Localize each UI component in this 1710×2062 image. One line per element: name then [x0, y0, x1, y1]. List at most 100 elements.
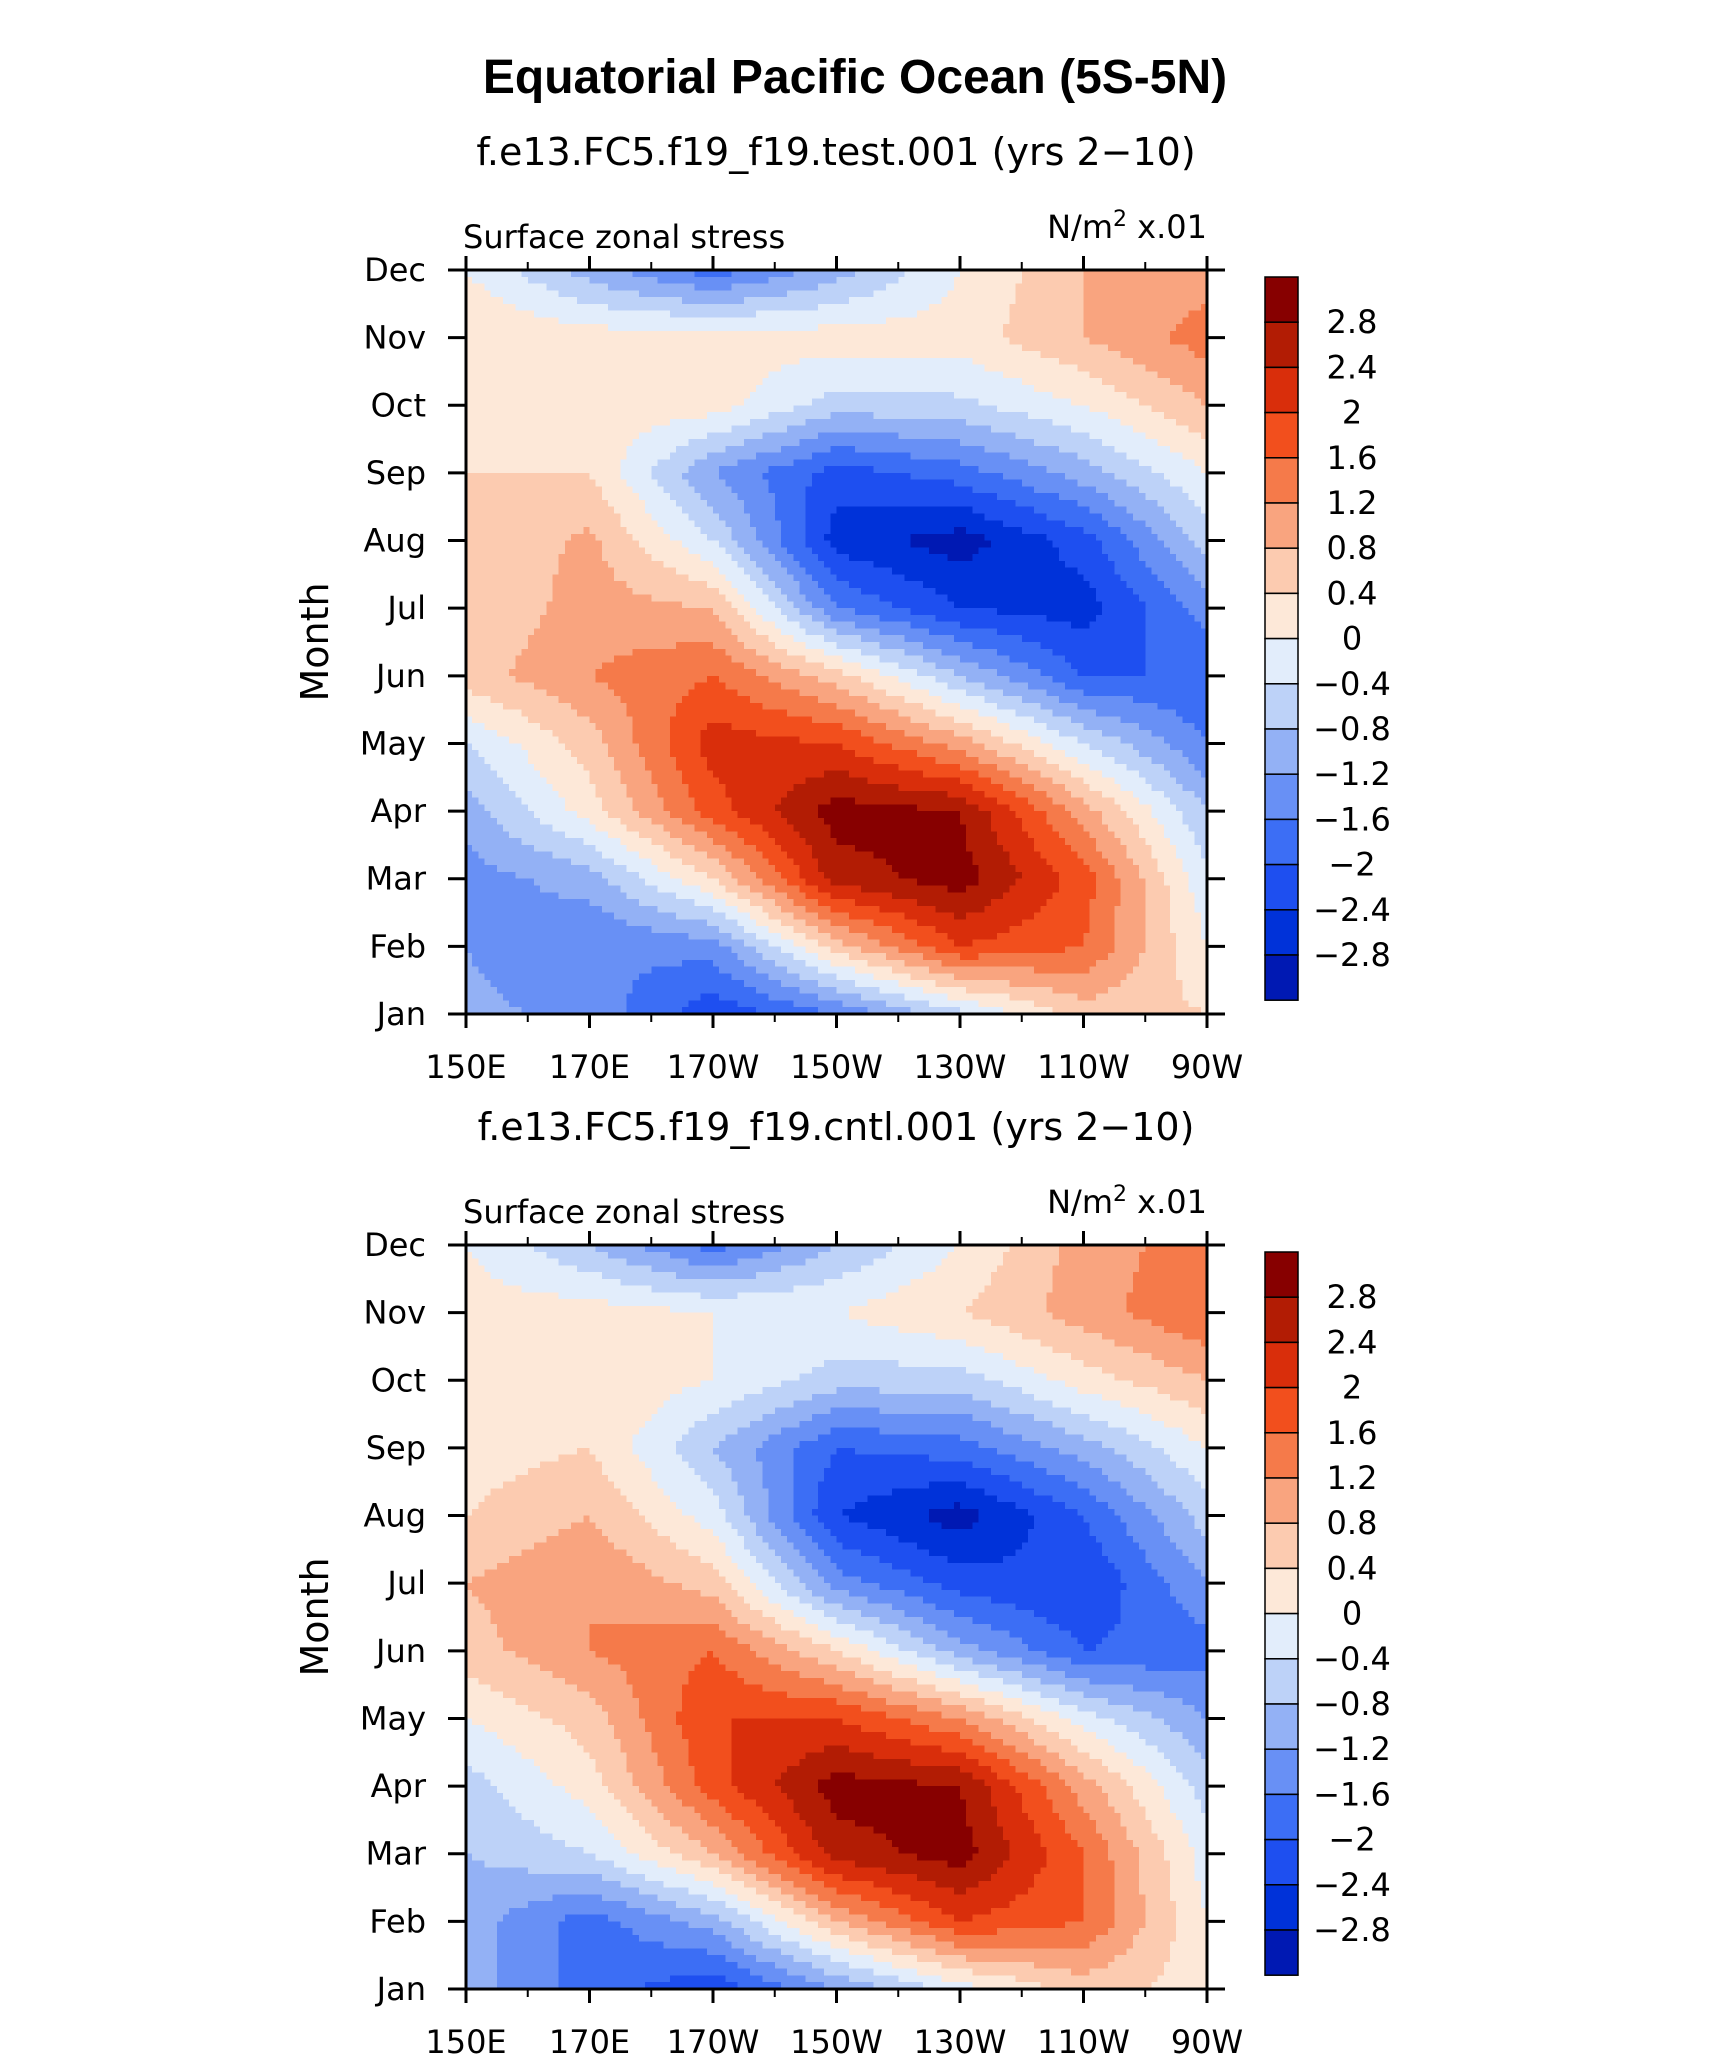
heatmap-cell — [1040, 283, 1048, 291]
heatmap-cell — [892, 466, 899, 474]
heatmap-cell — [1052, 344, 1060, 352]
heatmap-cell — [848, 283, 856, 291]
heatmap-cell — [904, 527, 912, 535]
heatmap-cell — [997, 317, 1004, 325]
heatmap-cell — [855, 310, 862, 318]
heatmap-cell — [793, 297, 801, 305]
heatmap-cell — [583, 276, 591, 285]
heatmap-cell — [583, 357, 591, 366]
heatmap-cell — [1151, 283, 1159, 291]
heatmap-cell — [836, 506, 844, 515]
heatmap-cell — [898, 533, 906, 542]
heatmap-cell — [589, 283, 597, 291]
heatmap-cell — [904, 398, 912, 406]
heatmap-cell — [589, 472, 597, 481]
heatmap-cell — [1046, 499, 1054, 508]
heatmap-cell — [509, 432, 516, 440]
heatmap-cell — [929, 499, 936, 508]
heatmap-cell — [756, 452, 763, 460]
heatmap-cell — [1139, 425, 1146, 433]
heatmap-cell — [546, 283, 554, 291]
heatmap-cell — [484, 466, 492, 474]
heatmap-cell — [743, 276, 751, 285]
heatmap-cell — [879, 499, 887, 508]
heatmap-cell — [1169, 493, 1177, 501]
heatmap-cell — [1145, 445, 1153, 454]
heatmap-cell — [892, 270, 899, 278]
heatmap-cell — [1188, 324, 1196, 332]
heatmap-cell — [1120, 452, 1128, 460]
heatmap-cell — [947, 303, 955, 312]
heatmap-cell — [811, 425, 819, 433]
heatmap-cell — [743, 432, 751, 440]
heatmap-cell — [1108, 418, 1115, 427]
heatmap-cell — [737, 371, 745, 379]
heatmap-cell — [756, 513, 763, 521]
heatmap-cell — [997, 520, 1004, 528]
heatmap-cell — [614, 418, 621, 427]
heatmap-cell — [885, 303, 893, 312]
heatmap-cell — [984, 270, 992, 278]
heatmap-cell — [583, 270, 591, 278]
heatmap-cell — [799, 378, 807, 386]
heatmap-cell — [848, 499, 856, 508]
heatmap-cell — [1015, 493, 1023, 501]
heatmap-cell — [521, 330, 529, 339]
heatmap-cell — [984, 371, 992, 379]
heatmap-cell — [1176, 270, 1183, 278]
heatmap-cell — [1126, 513, 1134, 521]
heatmap-cell — [1194, 398, 1202, 406]
heatmap-cell — [855, 513, 862, 521]
heatmap-cell — [608, 445, 615, 454]
heatmap-cell — [669, 317, 677, 325]
heatmap-cell — [620, 479, 628, 488]
heatmap-cell — [750, 364, 757, 373]
heatmap-cell — [484, 371, 492, 379]
heatmap-cell — [787, 479, 794, 488]
heatmap-cell — [1021, 351, 1029, 359]
heatmap-cell — [978, 344, 986, 352]
heatmap-cell — [527, 513, 535, 521]
heatmap-cell — [1114, 283, 1122, 291]
heatmap-cell — [1003, 412, 1010, 420]
heatmap-cell — [737, 351, 745, 359]
heatmap-cell — [1027, 540, 1035, 548]
heatmap-cell — [552, 351, 560, 359]
heatmap-cell — [1003, 378, 1010, 386]
heatmap-cell — [509, 378, 516, 386]
heatmap-cell — [1046, 283, 1054, 291]
heatmap-cell — [478, 364, 486, 373]
heatmap-cell — [1052, 499, 1060, 508]
heatmap-cell — [867, 479, 875, 488]
heatmap-cell — [1145, 432, 1153, 440]
heatmap-cell — [774, 479, 782, 488]
heatmap-cell — [873, 351, 881, 359]
heatmap-cell — [984, 310, 992, 318]
heatmap-cell — [675, 384, 683, 393]
heatmap-cell — [805, 445, 813, 454]
heatmap-cell — [688, 303, 696, 312]
heatmap-cell — [966, 466, 973, 474]
heatmap-cell — [892, 412, 899, 420]
heatmap-cell — [873, 486, 881, 494]
heatmap-cell — [688, 344, 696, 352]
heatmap-cell — [1114, 493, 1122, 501]
heatmap-cell — [1027, 432, 1035, 440]
heatmap-cell — [842, 479, 850, 488]
heatmap-cell — [997, 371, 1004, 379]
heatmap-cell — [527, 547, 535, 555]
heatmap-cell — [620, 297, 628, 305]
heatmap-cell — [515, 357, 523, 366]
heatmap-cell — [521, 412, 529, 420]
heatmap-cell — [885, 290, 893, 298]
heatmap-cell — [632, 486, 640, 494]
heatmap-cell — [583, 520, 591, 528]
heatmap-cell — [620, 337, 628, 345]
heatmap-cell — [855, 371, 862, 379]
heatmap-cell — [774, 499, 782, 508]
heatmap-cell — [577, 479, 584, 488]
heatmap-cell — [750, 472, 757, 481]
heatmap-cell — [682, 533, 689, 542]
heatmap-cell — [533, 540, 541, 548]
heatmap-cell — [941, 324, 949, 332]
